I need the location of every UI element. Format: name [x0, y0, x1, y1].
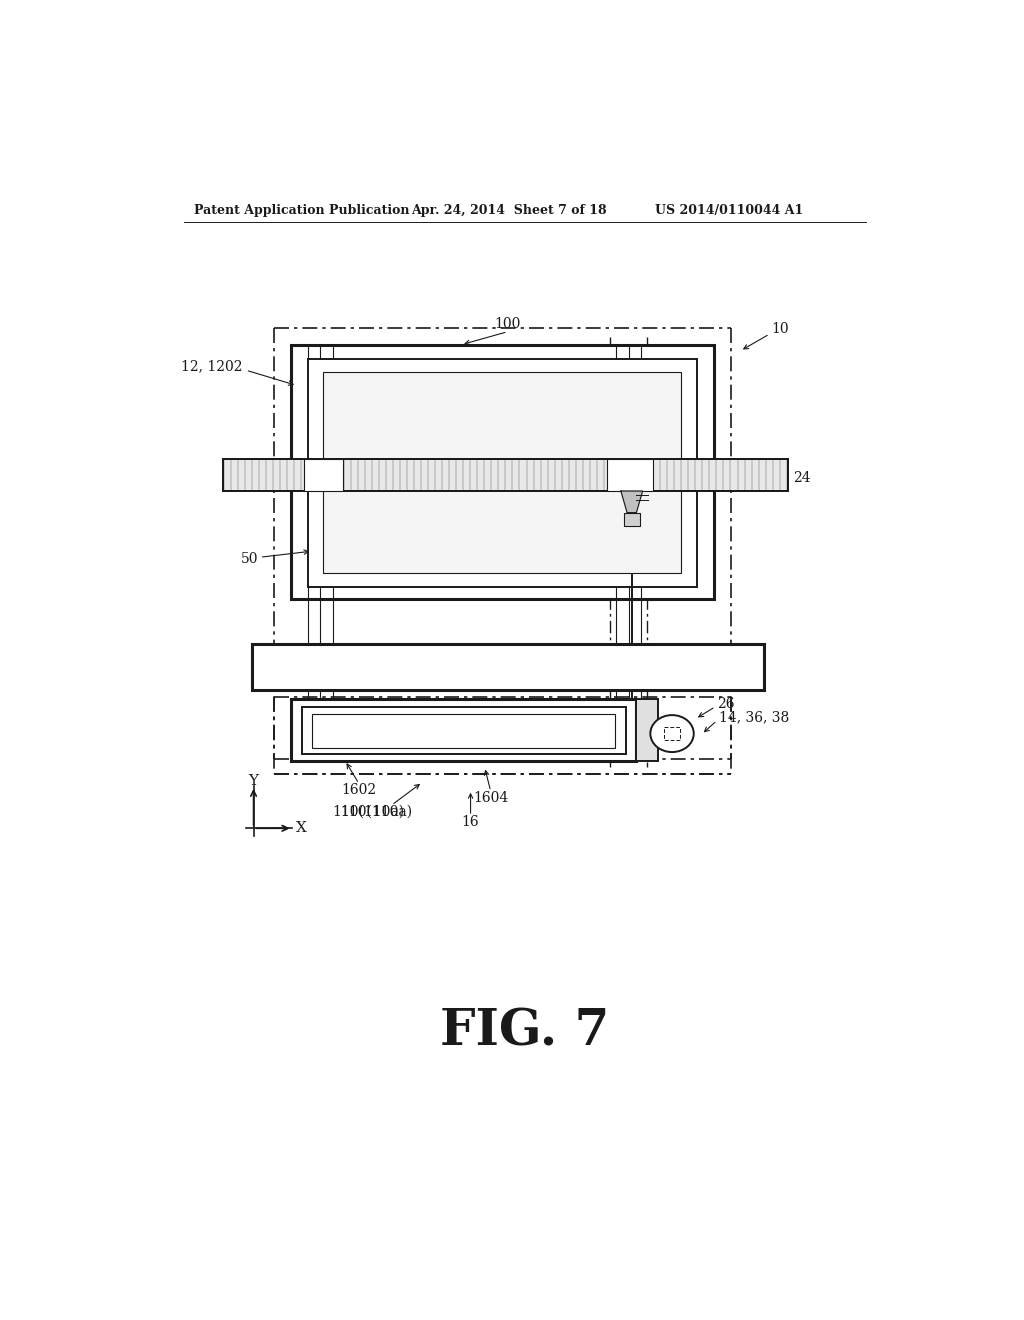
Text: 12, 1202: 12, 1202	[181, 359, 243, 374]
Text: 50: 50	[241, 552, 258, 566]
Text: Y: Y	[249, 774, 258, 788]
Text: Z2: Z2	[655, 504, 672, 517]
Bar	[308, 359, 697, 586]
Text: 26: 26	[717, 697, 734, 710]
Text: Z1: Z1	[655, 495, 672, 508]
Bar	[252, 644, 764, 689]
Bar	[624, 512, 640, 527]
Bar	[665, 727, 680, 739]
Bar	[222, 459, 788, 491]
Text: 1604: 1604	[473, 791, 508, 804]
Text: Patent Application Publication: Patent Application Publication	[194, 205, 410, 218]
Bar	[636, 700, 658, 760]
Text: 16: 16	[462, 816, 479, 829]
Ellipse shape	[650, 715, 693, 752]
Text: 24: 24	[793, 471, 811, 484]
Text: Apr. 24, 2014  Sheet 7 of 18: Apr. 24, 2014 Sheet 7 of 18	[411, 205, 606, 218]
Polygon shape	[621, 491, 643, 512]
Text: 1804: 1804	[526, 490, 562, 504]
Text: X: X	[296, 821, 307, 836]
Bar	[312, 714, 614, 748]
Text: FIG. 7: FIG. 7	[440, 1008, 609, 1057]
Text: 110(110a): 110(110a)	[332, 804, 404, 818]
Text: 100: 100	[495, 317, 521, 331]
Bar	[291, 345, 714, 599]
Bar	[302, 706, 626, 755]
Bar	[222, 459, 788, 491]
Text: 1802: 1802	[523, 543, 559, 557]
Bar	[291, 700, 636, 760]
Bar	[607, 459, 653, 491]
Text: 110(110a): 110(110a)	[340, 804, 412, 818]
Text: 14, 36, 38: 14, 36, 38	[719, 710, 788, 725]
Text: 18: 18	[542, 515, 560, 529]
Text: 10: 10	[771, 322, 788, 337]
Bar	[304, 459, 343, 491]
Text: US 2014/0110044 A1: US 2014/0110044 A1	[655, 205, 803, 218]
Text: 1602: 1602	[341, 783, 377, 797]
Bar	[324, 372, 681, 573]
